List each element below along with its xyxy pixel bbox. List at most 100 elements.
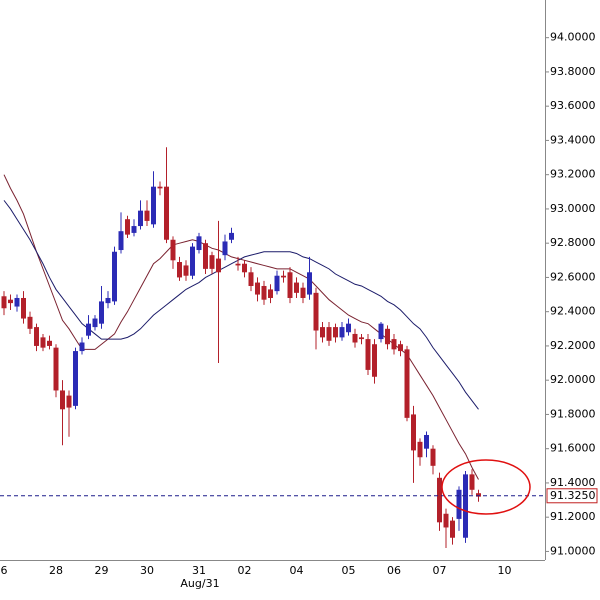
y-tick-label: 94.0000 [550, 31, 596, 44]
candle-body [60, 390, 65, 410]
candle-body [430, 448, 436, 466]
candle-body [151, 186, 156, 225]
candle-body [339, 327, 345, 338]
candle-body [333, 327, 338, 338]
candle-body [372, 344, 377, 377]
y-tick-label: 92.2000 [550, 339, 596, 352]
candle-body [320, 327, 325, 338]
candle-body [99, 301, 104, 324]
x-tick-label: 05 [342, 564, 356, 577]
candle-body [424, 434, 429, 449]
candle-body [248, 272, 254, 286]
candle-body [144, 210, 150, 221]
x-tick-label: 06 [387, 564, 401, 577]
x-tick-label: 02 [238, 564, 252, 577]
candle-body [261, 285, 267, 300]
candle-body [313, 292, 319, 331]
candle-body [391, 339, 397, 350]
candle-body [229, 232, 234, 240]
y-tick-label: 92.0000 [550, 373, 596, 386]
candle-body [274, 275, 280, 292]
candle-body [131, 226, 137, 233]
candle-body [359, 337, 364, 340]
y-tick-label: 91.6000 [550, 442, 596, 455]
date-label: Aug/31 [180, 577, 219, 590]
candle-body [287, 272, 293, 298]
moving-average [3, 200, 479, 410]
candle-body [476, 493, 481, 497]
candle-body [47, 340, 52, 346]
candle-body [53, 347, 59, 391]
candle-body [268, 289, 273, 298]
candle-body [326, 327, 332, 341]
candle-body [346, 323, 351, 333]
highlight-circle [441, 459, 531, 515]
candle-body [469, 474, 475, 490]
candle-body [170, 239, 176, 261]
candle-body [378, 323, 384, 340]
y-tick-label: 93.6000 [550, 99, 596, 112]
candle-body [66, 395, 72, 408]
candle-body [190, 246, 195, 276]
x-tick-label: 30 [140, 564, 154, 577]
candle-body [27, 316, 33, 329]
candle-body [157, 186, 163, 189]
candle-body [177, 262, 182, 278]
x-tick-label: 07 [433, 564, 447, 577]
candle-body [385, 328, 390, 345]
candle-body [8, 299, 13, 304]
y-tick-label: 93.8000 [550, 65, 596, 78]
candle-body [40, 337, 46, 348]
candle-body [404, 349, 410, 418]
y-tick-label: 92.4000 [550, 305, 596, 318]
candle-body [443, 513, 449, 528]
last-price-box [546, 488, 598, 504]
y-tick-label: 93.0000 [550, 202, 596, 215]
y-tick-label: 91.2000 [550, 510, 596, 523]
candle-body [73, 351, 78, 406]
x-tick-label: 10 [498, 564, 512, 577]
x-tick-label: 04 [290, 564, 304, 577]
y-tick-label: 92.8000 [550, 236, 596, 249]
candle-body [437, 477, 442, 523]
candle-body [456, 489, 462, 519]
candle-body [235, 263, 241, 266]
candle-body [307, 272, 312, 295]
candle-body [450, 520, 455, 538]
candle-body [352, 333, 358, 343]
candle-body [463, 474, 468, 538]
candle-body [398, 344, 403, 352]
x-tick-label: 28 [49, 564, 63, 577]
candle-body [222, 241, 228, 256]
candle-body [14, 297, 20, 307]
y-tick-label: 91.0000 [550, 544, 596, 557]
candle-body [1, 296, 7, 309]
candle-body [300, 287, 306, 298]
candle-body [365, 339, 371, 370]
x-tick-label: 6 [1, 564, 8, 577]
x-tick-label: 29 [95, 564, 109, 577]
y-tick-label: 93.2000 [550, 168, 596, 181]
candle-body [183, 265, 189, 276]
candle-body [203, 243, 208, 269]
candle-body [216, 258, 221, 273]
candle-body [118, 231, 124, 251]
candle-body [196, 236, 202, 251]
candle-body [105, 297, 111, 304]
candle-body [21, 297, 26, 319]
candle-body [138, 210, 143, 227]
candle-body [164, 186, 169, 240]
candle-body [209, 255, 215, 269]
candle-body [294, 282, 299, 293]
candle-body [79, 342, 85, 352]
candle-body [417, 441, 423, 458]
candle-body [255, 282, 260, 295]
y-tick-label: 91.8000 [550, 407, 596, 420]
x-tick-label: 31 [192, 564, 206, 577]
last-price-label: 91.3250 [550, 489, 596, 502]
y-tick-label: 93.4000 [550, 133, 596, 146]
candle-body [92, 318, 98, 328]
